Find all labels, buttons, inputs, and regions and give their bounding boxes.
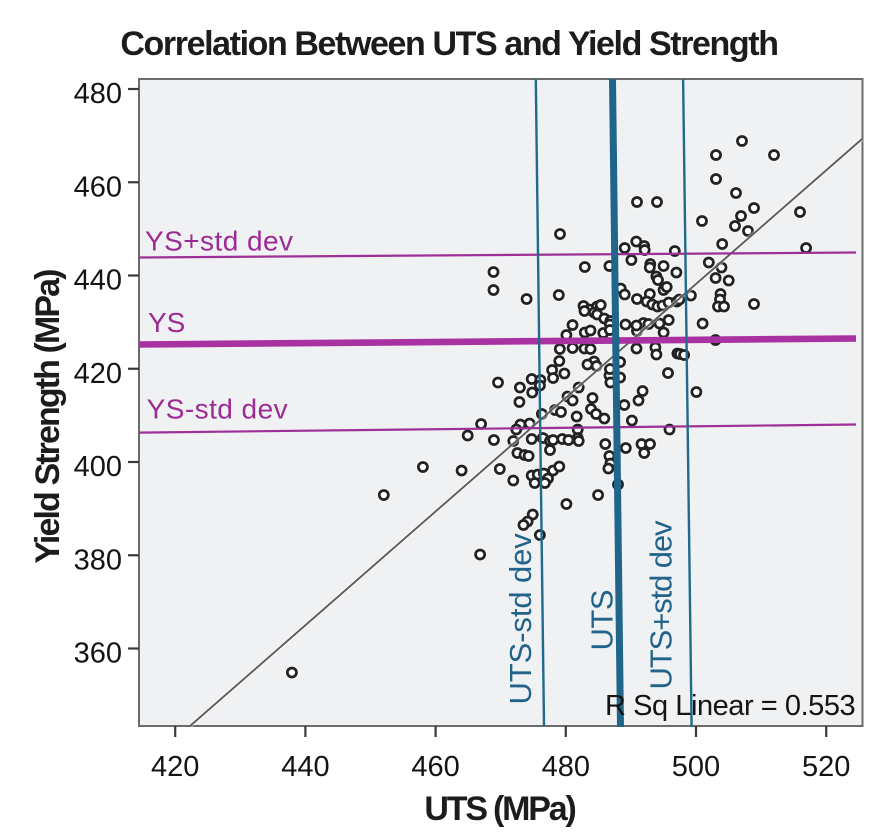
svg-text:500: 500 (672, 751, 720, 783)
svg-text:UTS (MPa): UTS (MPa) (424, 790, 575, 828)
svg-text:480: 480 (74, 78, 122, 110)
svg-text:UTS-std dev: UTS-std dev (503, 533, 538, 705)
svg-text:420: 420 (74, 358, 122, 390)
svg-text:520: 520 (802, 751, 850, 783)
svg-text:Correlation Between UTS and Yi: Correlation Between UTS and Yield Streng… (120, 25, 777, 63)
svg-text:YS: YS (148, 307, 185, 338)
svg-text:Yield Strength (MPa): Yield Strength (MPa) (29, 270, 67, 564)
svg-text:YS+std dev: YS+std dev (145, 225, 293, 256)
svg-text:360: 360 (74, 638, 122, 670)
svg-text:380: 380 (74, 544, 122, 576)
svg-text:420: 420 (151, 751, 199, 783)
svg-text:UTS: UTS (585, 590, 620, 651)
svg-text:480: 480 (542, 751, 590, 783)
svg-text:460: 460 (411, 751, 459, 783)
svg-text:YS-std dev: YS-std dev (147, 394, 288, 425)
svg-text:400: 400 (74, 451, 122, 483)
svg-text:440: 440 (281, 751, 329, 783)
svg-text:440: 440 (74, 265, 122, 297)
svg-text:460: 460 (74, 171, 122, 203)
svg-text:R Sq Linear = 0.553: R Sq Linear = 0.553 (605, 690, 855, 722)
svg-text:UTS+std dev: UTS+std dev (644, 520, 679, 690)
